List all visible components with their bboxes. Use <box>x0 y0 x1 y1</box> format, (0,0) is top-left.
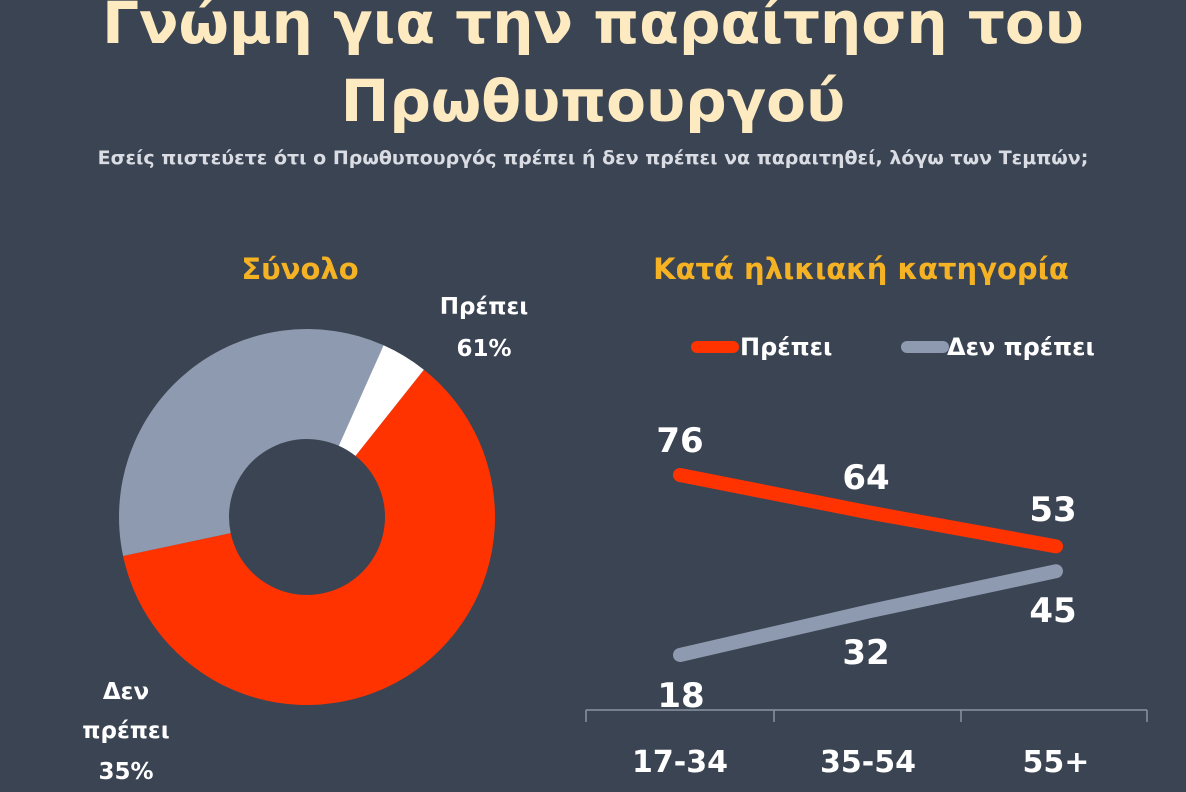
donut-slice-should-not <box>118 328 384 556</box>
legend-label-should-not: Δεν πρέπει <box>947 333 1095 361</box>
data-label-should-not: 45 <box>1029 591 1076 631</box>
series-line-should <box>673 468 1063 554</box>
data-label-should-not: 32 <box>842 633 889 673</box>
data-label-should: 53 <box>1029 490 1076 530</box>
slice-label-should-value: 61% <box>456 336 511 362</box>
page-title-line2: Πρωθυπουργού <box>340 67 846 135</box>
data-label-should: 64 <box>842 458 889 498</box>
donut-slice-should <box>123 369 495 705</box>
legend-label-should: Πρέπει <box>740 333 832 361</box>
slice-label-should-not-name-line2: πρέπει <box>82 718 169 744</box>
data-label-should: 76 <box>656 421 703 461</box>
x-tick-label: 35-54 <box>820 745 916 780</box>
donut-title: Σύνολο <box>241 252 358 286</box>
series-line-should-not <box>673 564 1063 662</box>
slice-label-should-not-name-line1: Δεν <box>103 679 149 705</box>
x-tick-label: 17-34 <box>632 745 728 780</box>
line-chart: 17-34 35-54 55+ 76 64 53 18 32 45 <box>585 421 1148 780</box>
data-label-should-not: 18 <box>657 676 704 716</box>
page-title-line1: Γνώμη για την παραίτηση του <box>102 0 1084 57</box>
slice-label-should-name: Πρέπει <box>440 294 528 320</box>
donut-chart <box>118 328 495 705</box>
x-tick-label: 55+ <box>1023 745 1090 780</box>
page-subtitle: Εσείς πιστεύετε ότι ο Πρωθυπουργός πρέπε… <box>97 147 1089 169</box>
line-chart-title: Κατά ηλικιακή κατηγορία <box>653 252 1069 286</box>
slice-label-should-not-value: 35% <box>98 759 153 785</box>
donut-slice-other <box>338 345 424 456</box>
